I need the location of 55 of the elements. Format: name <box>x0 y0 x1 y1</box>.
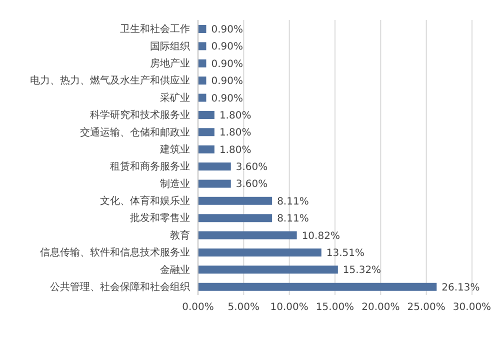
y-tick-label: 采矿业 <box>160 92 190 104</box>
data-label: 0.90% <box>211 93 243 104</box>
bar <box>198 214 272 222</box>
data-label: 0.90% <box>211 24 243 36</box>
x-tick-label: 5.00% <box>228 302 260 314</box>
y-tick-label: 教育 <box>170 229 190 242</box>
data-label: 1.80% <box>219 110 252 122</box>
y-tick-label: 建筑业 <box>159 143 190 156</box>
y-tick-label: 公共管理、社会保障和社会组织 <box>50 280 190 293</box>
bar <box>198 59 206 68</box>
data-label: 3.60% <box>236 162 268 174</box>
bar <box>198 196 272 205</box>
data-label: 0.90% <box>211 42 243 53</box>
bar <box>198 145 214 154</box>
x-tick-label: 20.00% <box>362 302 400 314</box>
x-tick-label: 10.00% <box>270 302 308 314</box>
bar <box>198 282 437 291</box>
y-tick-label: 交通运输、仓储和邮政业 <box>80 126 190 138</box>
data-label: 8.11% <box>277 196 309 208</box>
x-tick-label: 15.00% <box>316 302 354 314</box>
y-tick-label: 文化、体育和娱乐业 <box>100 195 190 208</box>
x-tick-label: 0.00% <box>182 302 214 314</box>
y-tick-label: 制造业 <box>160 178 190 190</box>
bar <box>198 162 231 170</box>
y-tick-label: 卫生和社会工作 <box>120 23 190 36</box>
y-tick-label: 国际组织 <box>150 40 190 52</box>
x-tick-label: 25.00% <box>407 302 446 314</box>
y-tick-label: 房地产业 <box>150 58 190 70</box>
bar <box>198 42 206 50</box>
data-label: 0.90% <box>211 58 243 70</box>
bar <box>198 128 214 136</box>
bar <box>198 110 214 119</box>
data-label: 8.11% <box>277 214 309 225</box>
y-tick-label: 租赁和商务服务业 <box>110 160 190 173</box>
x-tick-label: 30.00% <box>452 302 492 314</box>
data-label: 0.90% <box>211 76 243 88</box>
bar <box>198 25 206 33</box>
data-label: 1.80% <box>219 128 252 139</box>
bar <box>198 76 206 85</box>
data-label: 26.13% <box>442 282 480 294</box>
y-tick-label: 科学研究和技术服务业 <box>90 109 190 122</box>
data-label: 13.51% <box>326 248 365 259</box>
data-label: 1.80% <box>219 144 252 156</box>
bar <box>198 248 322 256</box>
y-tick-label: 金融业 <box>160 264 190 276</box>
y-tick-label: 批发和零售业 <box>130 212 190 224</box>
y-tick-label: 信息传输、软件和信息技术服务业 <box>40 246 190 259</box>
bar <box>198 94 206 102</box>
data-label: 15.32% <box>342 265 382 276</box>
data-label: 3.60% <box>236 179 268 190</box>
data-label: 10.82% <box>302 230 340 242</box>
bar <box>198 180 231 188</box>
bar <box>198 231 297 240</box>
y-tick-label: 电力、热力、燃气及水生产和供应业 <box>30 74 190 87</box>
bar <box>198 266 338 274</box>
